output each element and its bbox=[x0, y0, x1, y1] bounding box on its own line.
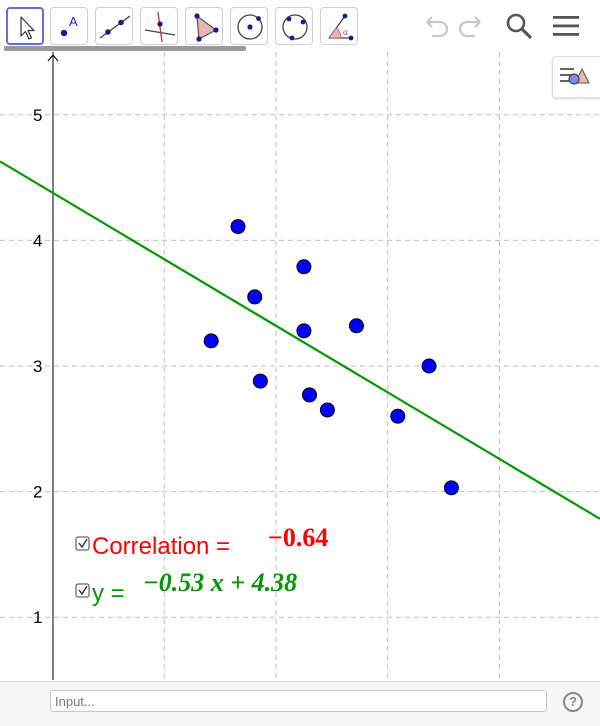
point-tool-button[interactable]: A bbox=[50, 7, 88, 45]
tick-labels: 1 2 3 4 1 2 3 4 5 bbox=[33, 106, 42, 627]
y-tick-label: 1 bbox=[33, 608, 42, 627]
toolbar: A bbox=[0, 0, 600, 52]
equation-checkbox[interactable] bbox=[75, 583, 90, 598]
correlation-label[interactable]: Correlation = −0.64 bbox=[75, 523, 328, 560]
data-point[interactable] bbox=[421, 358, 437, 374]
point-labeled-icon: A bbox=[60, 14, 78, 37]
angle-tool-button[interactable]: α bbox=[320, 7, 358, 45]
y-tick-label: 2 bbox=[33, 483, 42, 502]
check-icon bbox=[78, 538, 88, 549]
menu-button[interactable] bbox=[550, 10, 584, 42]
point-tool-letter: A bbox=[69, 14, 78, 29]
angle-tool-letter: α bbox=[343, 27, 348, 37]
pointer-arrow-icon bbox=[20, 16, 35, 40]
search-button[interactable] bbox=[502, 10, 536, 42]
data-points[interactable] bbox=[203, 219, 459, 496]
equation-prefix: y = bbox=[92, 580, 125, 607]
data-point[interactable] bbox=[252, 373, 268, 389]
perpendicular-line-icon bbox=[144, 11, 176, 43]
data-point[interactable] bbox=[230, 219, 246, 235]
redo-icon bbox=[458, 16, 481, 38]
move-tool-button[interactable] bbox=[6, 7, 44, 45]
y-tick-label: 4 bbox=[33, 231, 42, 250]
help-icon[interactable]: ? bbox=[563, 692, 583, 712]
algebra-input[interactable] bbox=[50, 690, 547, 712]
correlation-value: −0.64 bbox=[268, 523, 328, 552]
data-point[interactable] bbox=[319, 402, 335, 418]
circle-center-icon bbox=[237, 14, 263, 40]
style-bar-toggle[interactable] bbox=[552, 56, 600, 98]
data-point[interactable] bbox=[443, 480, 459, 496]
undo-icon bbox=[426, 16, 449, 38]
data-point[interactable] bbox=[296, 323, 312, 339]
data-point[interactable] bbox=[348, 318, 364, 334]
correlation-prefix: Correlation = bbox=[92, 533, 230, 560]
search-icon bbox=[506, 13, 532, 39]
style-bar-icon bbox=[560, 67, 590, 85]
circle-three-points-icon bbox=[282, 14, 308, 41]
data-point[interactable] bbox=[296, 259, 312, 275]
y-tick-label: 3 bbox=[33, 357, 42, 376]
undo-button[interactable] bbox=[418, 10, 452, 42]
polygon-icon bbox=[194, 13, 219, 42]
data-point[interactable] bbox=[203, 333, 219, 349]
data-point[interactable] bbox=[390, 408, 406, 424]
perpendicular-line-tool-button[interactable] bbox=[140, 7, 178, 45]
equation-value: −0.53 x + 4.38 bbox=[143, 568, 297, 597]
y-tick-label: 5 bbox=[33, 106, 42, 125]
scatter-plot[interactable]: 1 2 3 4 1 2 3 4 5 Correlation = −0.64 y … bbox=[0, 52, 600, 680]
polygon-tool-button[interactable] bbox=[185, 7, 223, 45]
circle-center-tool-button[interactable] bbox=[230, 7, 268, 45]
input-bar: ? bbox=[0, 681, 600, 726]
correlation-checkbox[interactable] bbox=[75, 536, 90, 551]
check-icon bbox=[78, 585, 88, 596]
regression-line[interactable] bbox=[0, 160, 600, 520]
data-point[interactable] bbox=[247, 289, 263, 305]
grid bbox=[0, 52, 600, 680]
data-point[interactable] bbox=[301, 387, 317, 403]
line-tool-button[interactable] bbox=[95, 7, 133, 45]
toolbar-scrollbar[interactable] bbox=[4, 46, 246, 51]
graphics-view[interactable]: 1 2 3 4 1 2 3 4 5 Correlation = −0.64 y … bbox=[0, 52, 600, 680]
y-axis-arrow bbox=[47, 54, 59, 62]
equation-label[interactable]: y = −0.53 x + 4.38 bbox=[75, 568, 297, 607]
axes bbox=[47, 52, 59, 680]
menu-icon bbox=[553, 16, 579, 36]
line-through-points-icon bbox=[99, 15, 131, 39]
circle-three-points-tool-button[interactable] bbox=[275, 7, 313, 45]
angle-icon: α bbox=[328, 13, 354, 41]
redo-button[interactable] bbox=[455, 10, 489, 42]
